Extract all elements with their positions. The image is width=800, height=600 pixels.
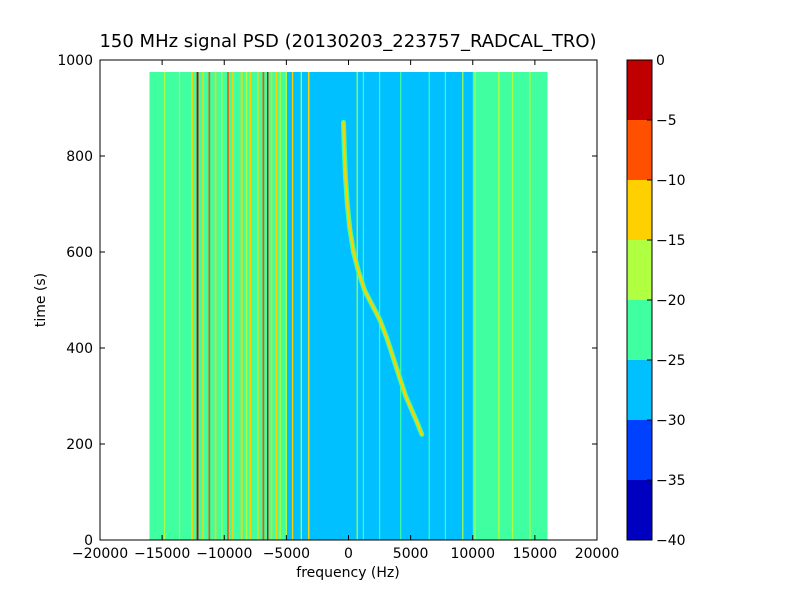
colorbar-level-3 [627,300,652,360]
psd-line-12 [249,72,252,540]
y-axis-label: time (s) [33,273,49,327]
colorbar-tick-label-7: −35 [656,473,686,489]
x-tick-label-8: 20000 [575,546,620,562]
colorbar-tick-label-6: −30 [656,413,686,429]
psd-line-9 [232,72,234,540]
psd-line-0 [163,72,166,540]
colorbar-tick-label-0: 0 [656,53,665,69]
sweep-trace [342,121,424,436]
colorbar-level-4 [627,240,652,300]
colorbar-tick-label-2: −10 [656,173,686,189]
x-tick-label-1: −15000 [134,546,190,562]
y-tick-label-0: 0 [84,533,93,549]
x-tick-label-3: −5000 [263,546,310,562]
x-tick-label-2: −10000 [196,546,252,562]
psd-line-6 [214,72,217,540]
psd-line-17 [275,72,278,540]
colorbar-tick-label-4: −20 [656,293,686,309]
colorbar-level-6 [627,120,652,180]
x-axis-label: frequency (Hz) [296,565,399,581]
colorbar-tick-label-5: −25 [656,353,686,369]
x-tick-label-5: 5000 [393,546,429,562]
y-axis: 0 200 400 600 800 1000 [57,53,597,549]
psd-band-0 [149,72,287,540]
colorbar-level-2 [627,360,652,420]
y-tick-label-1: 200 [66,437,93,453]
psd-line-22 [307,72,310,540]
psd-band-2 [149,72,159,540]
psd-line-7 [221,72,223,540]
psd-line-28 [444,72,447,540]
psd-line-3 [196,72,199,540]
y-tick-label-2: 400 [66,341,93,357]
y-tick-label-3: 600 [66,245,93,261]
psd-line-1 [178,72,181,540]
psd-line-16 [270,72,273,540]
x-tick-label-4: 0 [344,546,353,562]
psd-line-14 [262,72,265,540]
psd-line-24 [362,72,365,540]
psd-line-33 [511,72,514,540]
psd-line-13 [256,72,259,540]
colorbar-level-1 [627,420,652,480]
psd-line-26 [400,72,402,540]
y-tick-label-4: 800 [66,149,93,165]
chart-title: 150 MHz signal PSD (20130203_223757_RADC… [99,31,596,52]
colorbar-tick-label-8: −40 [656,533,686,549]
psd-band-1 [472,72,548,540]
x-tick-label-6: 10000 [450,546,495,562]
colorbar: 0 −5 −10 −15 −20 −25 −30 −35 −40 [626,53,686,549]
colorbar-tick-label-3: −15 [656,233,686,249]
colorbar-level-5 [627,180,652,240]
heatmap-plot [149,72,548,540]
psd-line-8 [227,72,229,540]
psd-line-20 [291,72,294,540]
psd-line-10 [240,72,243,540]
psd-line-34 [529,72,531,540]
psd-line-25 [378,72,381,540]
psd-line-18 [279,72,281,540]
colorbar-tick-label-1: −5 [656,113,677,129]
y-tick-label-5: 1000 [57,53,93,69]
psd-line-4 [202,72,204,540]
psd-line-11 [245,72,248,540]
psd-line-2 [191,72,193,540]
psd-line-23 [356,72,358,540]
colorbar-level-7 [627,60,652,120]
psd-line-21 [300,72,302,540]
psd-line-29 [462,72,464,540]
psd-line-32 [498,72,500,540]
psd-line-30 [474,72,476,540]
psd-line-31 [487,72,489,540]
x-axis: −20000 −15000 −10000 −5000 0 5000 10000 15000 20… [72,60,619,562]
x-tick-label-0: −20000 [72,546,128,562]
colorbar-level-0 [627,480,652,540]
psd-line-27 [428,72,430,540]
psd-line-19 [285,72,287,540]
psd-line-5 [208,72,211,540]
x-tick-label-7: 15000 [513,546,558,562]
psd-line-15 [267,72,269,540]
